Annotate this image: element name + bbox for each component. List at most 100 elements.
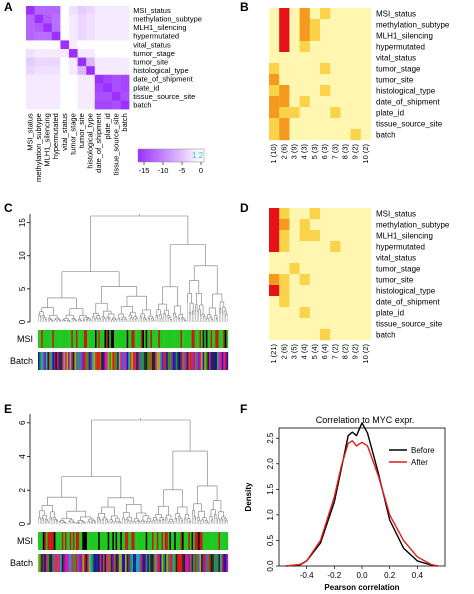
colorbar-tick-label: -15	[139, 166, 150, 175]
batch-bar-cell	[110, 352, 113, 370]
msi-bar-cell	[144, 532, 146, 550]
heatmap-cell	[330, 52, 341, 64]
batch-bar-cell	[109, 352, 112, 370]
msi-bar-cell	[49, 532, 51, 550]
msi-bar-cell	[153, 330, 156, 348]
heatmap-cell	[320, 118, 331, 130]
row-label: vital_status	[133, 40, 171, 49]
heatmap-cell	[309, 30, 321, 42]
msi-bar-cell	[93, 532, 96, 550]
msi-bar-cell	[133, 532, 135, 550]
heatmap-cell	[330, 219, 341, 231]
msi-bar-cell	[180, 532, 183, 550]
msi-bar-label: MSI	[17, 334, 33, 344]
heatmap-cell	[320, 296, 331, 308]
msi-bar-cell	[106, 532, 108, 550]
msi-bar-cell	[158, 532, 161, 550]
row-label: histological_type	[133, 66, 188, 75]
batch-bar-cell	[82, 554, 85, 572]
matrix-cell	[77, 74, 87, 84]
row-label: methylation_subtype	[376, 21, 450, 30]
batch-bar-cell	[107, 554, 110, 572]
msi-bar-cell	[148, 532, 151, 550]
row-label: date_of_shipment	[133, 75, 194, 84]
batch-bar-cell	[191, 352, 194, 370]
msi-bar-cell	[152, 532, 154, 550]
msi-bar-cell	[155, 330, 157, 348]
matrix-cell	[60, 100, 70, 110]
heatmap-cell	[350, 74, 361, 86]
heatmap-cell	[279, 230, 290, 242]
msi-bar-cell	[142, 532, 145, 550]
msi-bar-cell	[76, 330, 78, 348]
msi-bar-cell	[150, 330, 153, 348]
batch-bar-cell	[95, 352, 97, 370]
row-label: histological_type	[376, 87, 436, 96]
heatmap-cell	[279, 107, 290, 119]
cluster-label: 10 (2)	[361, 343, 370, 363]
row-label: MSI_status	[376, 10, 416, 19]
batch-bar-cell	[196, 554, 199, 572]
batch-bar-cell	[50, 352, 53, 370]
heatmap-cell	[279, 63, 290, 75]
msi-bar-cell	[153, 532, 156, 550]
batch-bar-cell	[196, 352, 199, 370]
matrix-cell	[103, 23, 113, 32]
heatmap-cell	[279, 208, 290, 220]
heatmap-cell	[309, 129, 321, 141]
msi-bar-cell	[152, 330, 154, 348]
colorbar-tick-label: -10	[158, 166, 169, 175]
panel-b-heatmap: MSI_status methylation_subtype MLH1_silenc…	[269, 8, 450, 164]
heatmap-cell	[360, 129, 372, 141]
y-tick-label: 5	[18, 286, 27, 291]
msi-bar-cell	[191, 532, 194, 550]
heatmap-cell	[309, 8, 321, 20]
msi-bar-cell	[223, 532, 226, 550]
batch-bar-cell	[82, 352, 85, 370]
cluster-label: 1 (21)	[269, 343, 278, 363]
msi-bar-cell	[134, 532, 137, 550]
heatmap-cell	[340, 274, 351, 286]
batch-bar-cell	[209, 554, 211, 572]
batch-bar-cell	[201, 554, 203, 572]
matrix-cell	[94, 31, 104, 41]
batch-bar-cell	[38, 352, 40, 370]
heatmap-cell	[299, 8, 310, 20]
batch-bar-cell	[180, 554, 183, 572]
heatmap-cell	[350, 307, 361, 319]
msi-bar-cell	[53, 330, 56, 348]
cluster-label: 7 (3)	[330, 143, 339, 159]
row-label: vital_status	[376, 254, 416, 263]
batch-bar-cell	[178, 554, 181, 572]
batch-bar-cell	[174, 554, 176, 572]
y-tick-label: 10	[18, 251, 27, 260]
msi-bar-cell	[191, 330, 194, 348]
msi-bar-cell	[212, 532, 214, 550]
batch-bar-cell	[131, 352, 134, 370]
matrix-cell	[77, 92, 87, 101]
matrix-cell	[112, 83, 121, 93]
batch-bar-cell	[66, 352, 69, 370]
batch-bar-cell	[152, 554, 154, 572]
batch-bar-cell	[93, 554, 96, 572]
matrix-cell	[51, 66, 61, 75]
heatmap-cell	[340, 118, 351, 130]
matrix-cell	[77, 49, 87, 58]
batch-bar-cell	[171, 554, 173, 572]
heatmap-cell	[320, 129, 331, 141]
heatmap-cell	[340, 63, 351, 75]
heatmap-cell	[330, 263, 341, 275]
heatmap-cell	[340, 19, 351, 31]
matrix-cell	[112, 74, 121, 84]
msi-bar-cell	[197, 532, 200, 550]
msi-bar-cell	[47, 532, 50, 550]
msi-bar-cell	[174, 330, 176, 348]
batch-bar-cell	[99, 554, 102, 572]
row-label: MLH1_silencing	[133, 23, 186, 32]
msi-bar-cell	[150, 532, 153, 550]
heatmap-cell	[350, 285, 361, 297]
batch-bar-cell	[79, 554, 81, 572]
matrix-cell	[51, 92, 61, 101]
matrix-cell	[51, 49, 61, 58]
y-tick-label: 0	[18, 521, 27, 526]
